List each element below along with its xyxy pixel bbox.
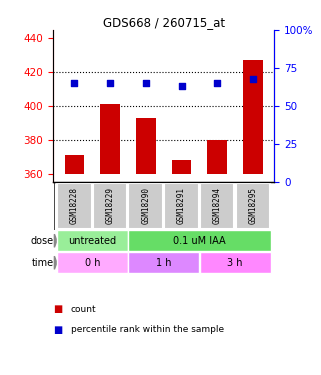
Text: time: time bbox=[32, 258, 54, 268]
Text: untreated: untreated bbox=[68, 236, 116, 246]
Text: GSM18229: GSM18229 bbox=[106, 187, 115, 224]
Bar bbox=[136, 118, 156, 174]
Text: GSM18295: GSM18295 bbox=[248, 187, 257, 224]
FancyBboxPatch shape bbox=[57, 183, 91, 229]
Text: 1 h: 1 h bbox=[156, 258, 171, 268]
Text: 0.1 uM IAA: 0.1 uM IAA bbox=[173, 236, 226, 246]
Bar bbox=[243, 60, 263, 174]
Text: GSM18294: GSM18294 bbox=[213, 187, 222, 224]
FancyBboxPatch shape bbox=[200, 252, 271, 273]
FancyBboxPatch shape bbox=[57, 230, 128, 251]
FancyBboxPatch shape bbox=[200, 183, 234, 229]
Bar bbox=[100, 105, 120, 174]
Bar bbox=[172, 160, 191, 174]
Text: GSM18291: GSM18291 bbox=[177, 187, 186, 224]
Title: GDS668 / 260715_at: GDS668 / 260715_at bbox=[103, 16, 225, 29]
Point bbox=[143, 80, 148, 86]
FancyBboxPatch shape bbox=[164, 183, 199, 229]
Text: GSM18290: GSM18290 bbox=[141, 187, 150, 224]
Bar bbox=[65, 155, 84, 174]
FancyBboxPatch shape bbox=[128, 183, 163, 229]
FancyBboxPatch shape bbox=[128, 230, 271, 251]
Bar bbox=[207, 140, 227, 174]
Text: GSM18228: GSM18228 bbox=[70, 187, 79, 224]
Point bbox=[72, 80, 77, 86]
Point bbox=[108, 80, 113, 86]
Point bbox=[250, 76, 256, 82]
Text: 0 h: 0 h bbox=[84, 258, 100, 268]
Text: percentile rank within the sample: percentile rank within the sample bbox=[71, 326, 224, 334]
Text: count: count bbox=[71, 305, 96, 314]
Point bbox=[215, 80, 220, 86]
FancyBboxPatch shape bbox=[93, 183, 127, 229]
Text: ■: ■ bbox=[53, 325, 62, 335]
Text: 3 h: 3 h bbox=[227, 258, 243, 268]
Text: dose: dose bbox=[31, 236, 54, 246]
FancyBboxPatch shape bbox=[128, 252, 199, 273]
Text: ■: ■ bbox=[53, 304, 62, 314]
FancyBboxPatch shape bbox=[57, 252, 128, 273]
Polygon shape bbox=[54, 256, 57, 269]
FancyBboxPatch shape bbox=[236, 183, 270, 229]
Point bbox=[179, 83, 184, 89]
Polygon shape bbox=[54, 234, 57, 248]
